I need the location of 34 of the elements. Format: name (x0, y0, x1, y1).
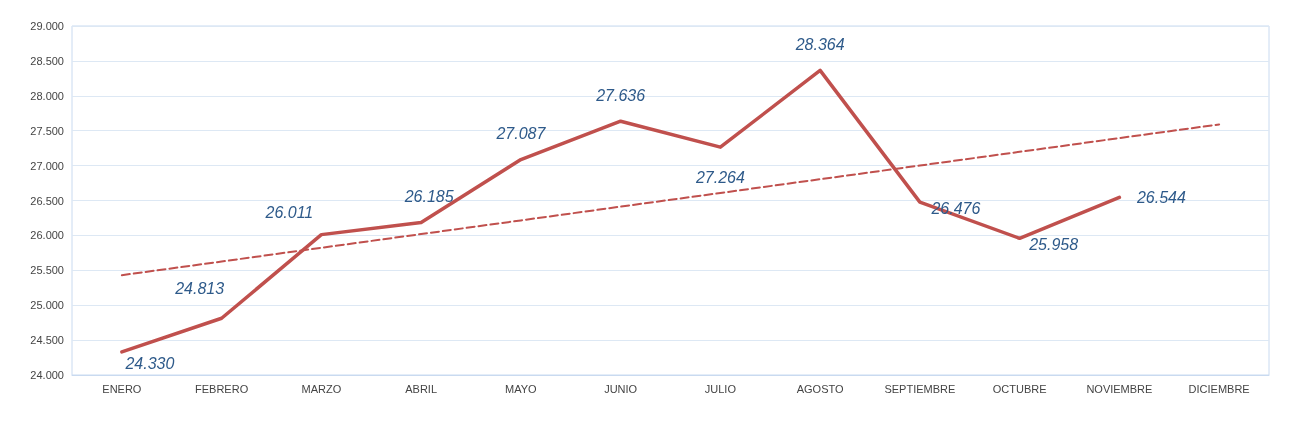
y-tick-label: 28.500 (30, 54, 64, 67)
x-tick-label: ABRIL (405, 382, 438, 395)
x-tick-label: JULIO (704, 382, 737, 395)
x-tick-label: FEBRERO (195, 382, 249, 395)
data-label: 26.544 (1135, 188, 1186, 206)
y-tick-label: 24.000 (30, 369, 64, 381)
data-label: 25.958 (1028, 235, 1079, 253)
data-label: 27.264 (694, 168, 745, 186)
y-tick-label: 24.500 (30, 334, 64, 347)
data-label: 27.636 (595, 86, 646, 104)
x-tick-label: NOVIEMBRE (1086, 382, 1153, 395)
data-label: 24.813 (174, 279, 225, 297)
y-tick-label: 26.000 (30, 229, 64, 242)
x-tick-label: MARZO (301, 382, 342, 395)
x-tick-label: JUNIO (604, 382, 638, 395)
data-label: 28.364 (794, 35, 845, 53)
data-label: 27.087 (495, 125, 547, 143)
y-tick-label: 27.500 (30, 124, 64, 137)
data-label: 26.011 (264, 204, 314, 222)
y-tick-label: 25.000 (30, 299, 64, 312)
x-tick-label: MAYO (505, 382, 538, 395)
data-label: 24.330 (124, 355, 175, 373)
x-tick-label: AGOSTO (796, 382, 844, 395)
y-tick-label: 28.000 (30, 89, 64, 102)
x-tick-label: SEPTIEMBRE (884, 382, 956, 395)
y-tick-label: 29.000 (30, 20, 64, 32)
x-tick-label: OCTUBRE (992, 382, 1047, 395)
x-tick-label: ENERO (102, 382, 142, 395)
y-tick-label: 27.000 (30, 159, 64, 172)
data-label: 26.185 (403, 187, 454, 205)
x-tick-label: DICIEMBRE (1188, 382, 1250, 395)
data-label: 26.476 (930, 199, 981, 217)
y-tick-label: 26.500 (30, 194, 64, 207)
y-tick-label: 25.500 (30, 264, 64, 277)
